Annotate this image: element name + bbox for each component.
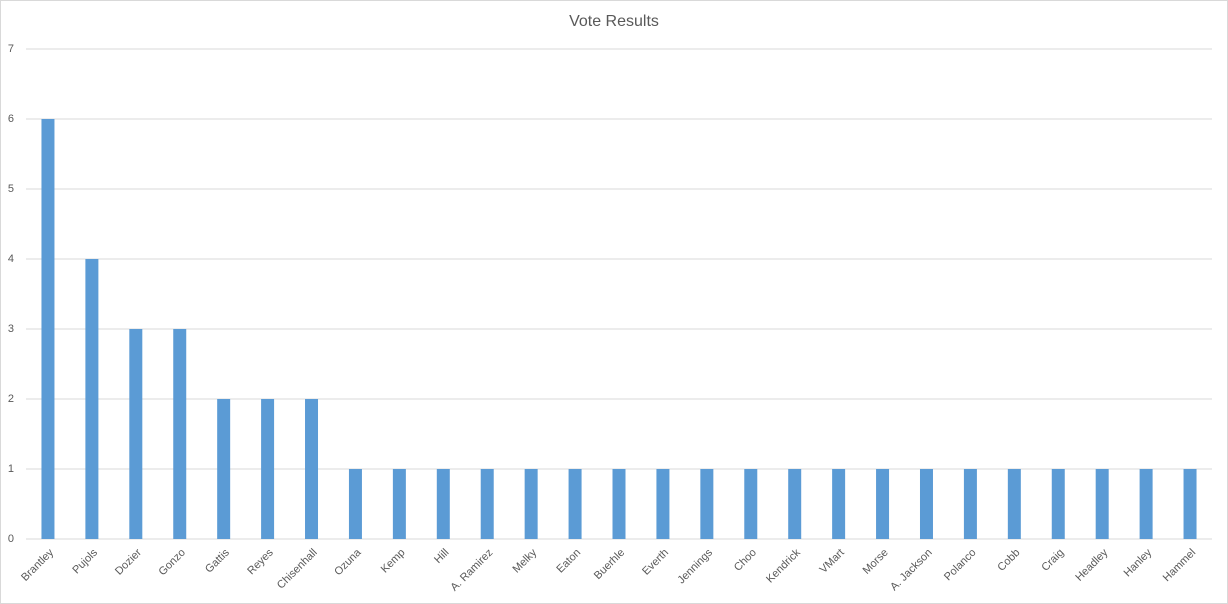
- bar: [876, 469, 890, 539]
- y-tick-label: 6: [8, 113, 14, 125]
- y-tick-label: 0: [8, 533, 14, 545]
- chart-title: Vote Results: [569, 13, 659, 30]
- bar: [305, 399, 319, 539]
- bar: [1051, 469, 1065, 539]
- bar: [261, 399, 275, 539]
- bar: [963, 469, 977, 539]
- bar: [744, 469, 758, 539]
- bar: [524, 469, 538, 539]
- bar: [85, 259, 99, 539]
- bar: [568, 469, 582, 539]
- bar: [173, 329, 187, 539]
- bar: [612, 469, 626, 539]
- bar: [1139, 469, 1153, 539]
- y-tick-label: 7: [8, 43, 14, 55]
- bar: [788, 469, 802, 539]
- bar: [129, 329, 143, 539]
- bar: [656, 469, 670, 539]
- bar: [480, 469, 494, 539]
- bar: [700, 469, 714, 539]
- bar: [1007, 469, 1021, 539]
- bar: [919, 469, 933, 539]
- bar: [1095, 469, 1109, 539]
- y-tick-label: 4: [8, 253, 14, 265]
- bar: [348, 469, 362, 539]
- bar: [1183, 469, 1197, 539]
- bar: [832, 469, 846, 539]
- bar: [217, 399, 231, 539]
- y-tick-label: 3: [8, 323, 14, 335]
- y-tick-label: 5: [8, 183, 14, 195]
- y-tick-label: 2: [8, 393, 14, 405]
- bar: [41, 119, 55, 539]
- bar: [392, 469, 406, 539]
- y-tick-label: 1: [8, 463, 14, 475]
- bar: [436, 469, 450, 539]
